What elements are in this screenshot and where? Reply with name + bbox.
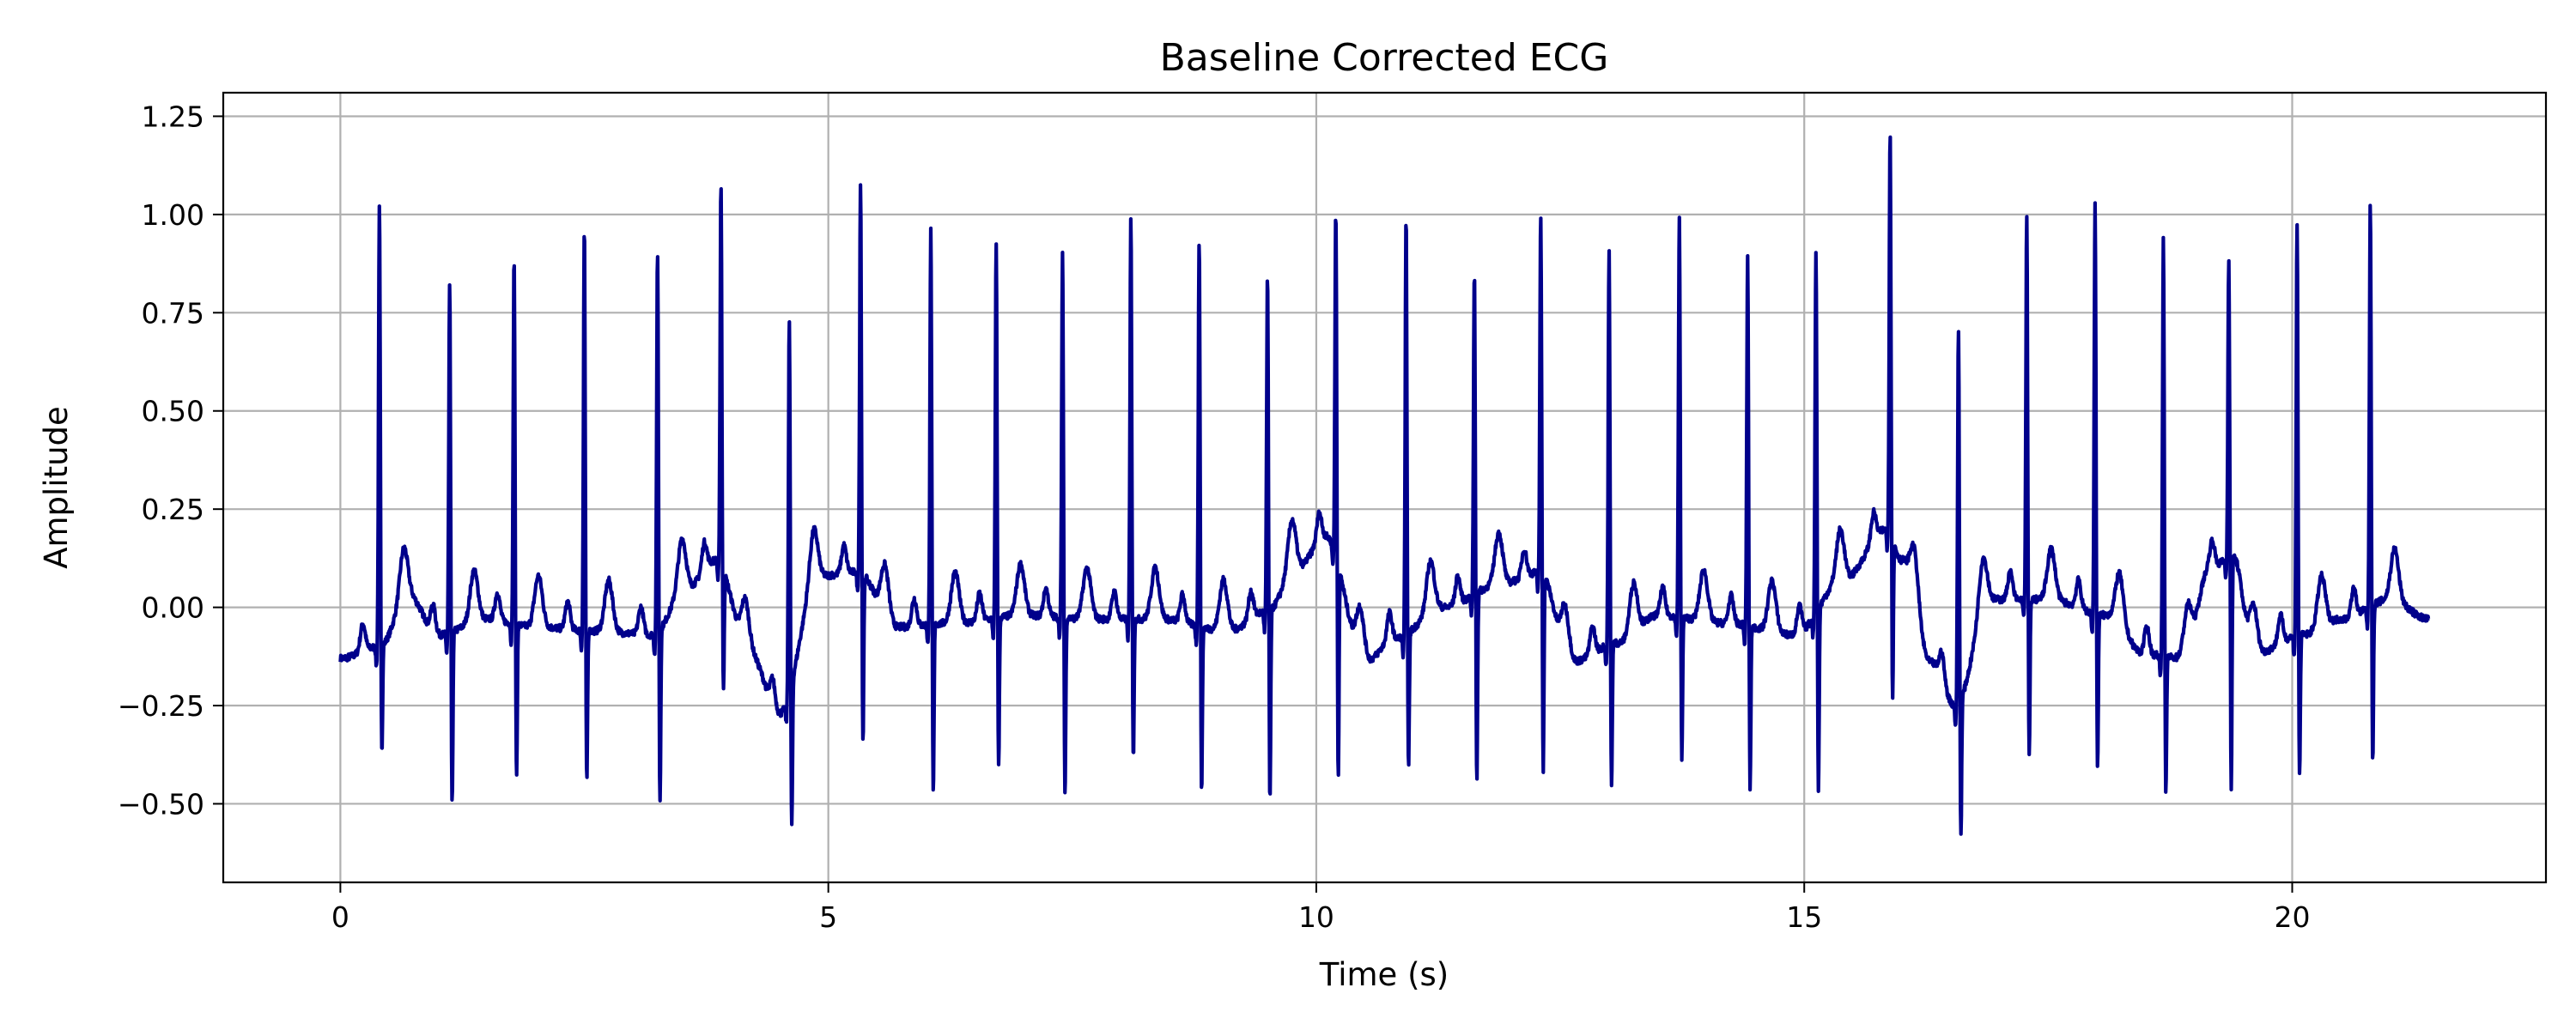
x-tick-label: 15 — [1786, 900, 1822, 934]
series-layer — [338, 135, 2431, 836]
y-tick-label: 1.00 — [142, 198, 204, 232]
y-tick-label: 0.00 — [142, 591, 204, 625]
y-tick-label: −0.50 — [118, 787, 204, 821]
x-tick-label: 10 — [1298, 900, 1334, 934]
x-tick-label: 20 — [2274, 900, 2310, 934]
x-axis-label: Time (s) — [1319, 956, 1449, 993]
tick-layer: 0 5 10 15 20 −0.50 −0.25 0.00 0.25 0.50 0.75 1.00 1.… — [118, 100, 2311, 934]
y-tick-label: −0.25 — [118, 689, 204, 723]
grid-layer — [223, 93, 2546, 882]
x-tick-label: 5 — [819, 900, 837, 934]
y-axis-label: Amplitude — [38, 406, 75, 569]
x-tick-label: 0 — [331, 900, 349, 934]
y-tick-label: 0.50 — [142, 395, 204, 428]
plot-frame — [222, 91, 2548, 884]
y-tick-label: 1.25 — [142, 100, 204, 133]
ecg-series-line — [338, 135, 2431, 836]
y-tick-label: 0.25 — [142, 493, 204, 526]
chart-title: Baseline Corrected ECG — [1160, 36, 1609, 80]
y-tick-label: 0.75 — [142, 296, 204, 330]
